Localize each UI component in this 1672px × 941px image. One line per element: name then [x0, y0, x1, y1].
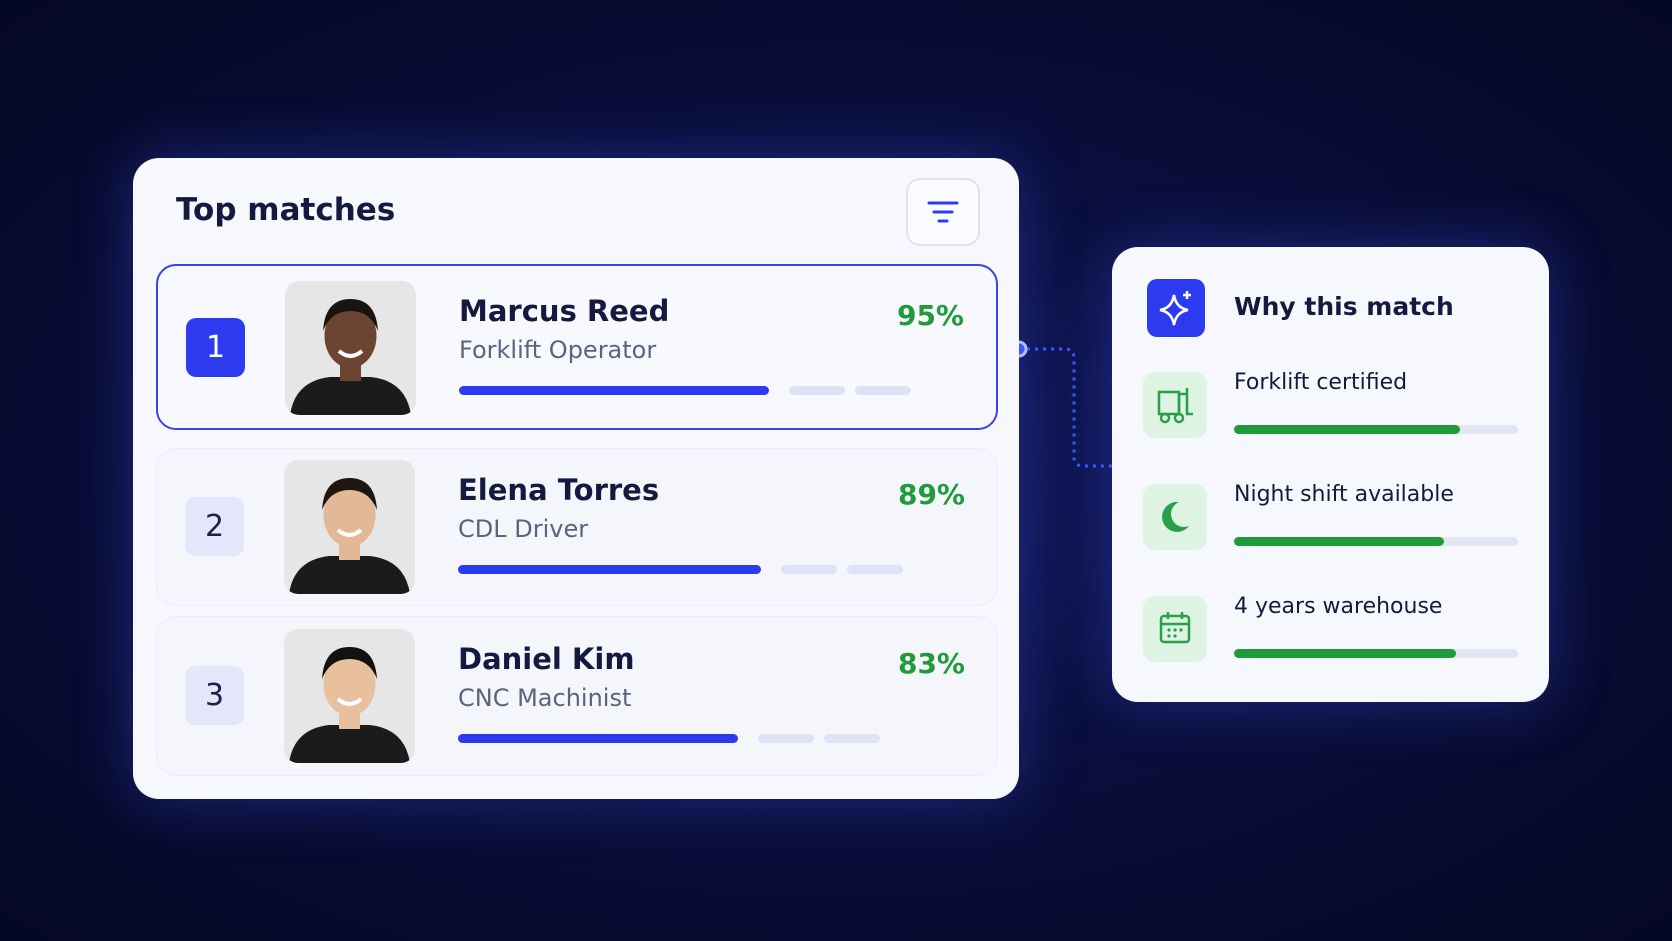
- candidate-name: Elena Torres: [458, 473, 660, 507]
- progress-bar: [458, 734, 738, 743]
- reason-label: 4 years warehouse: [1234, 594, 1443, 619]
- candidate-name: Marcus Reed: [459, 294, 670, 328]
- avatar: [284, 460, 415, 594]
- candidate-row[interactable]: 2 Elena Torres CDL Driver 89%: [156, 448, 998, 606]
- avatar: [285, 281, 416, 415]
- progress-bar: [847, 565, 903, 574]
- reason-label: Forklift certified: [1234, 370, 1408, 395]
- match-percent: 95%: [896, 299, 964, 332]
- matches-card: Top matches 1 Marcus Reed Forklift Operat…: [133, 158, 1019, 799]
- match-percent: 83%: [897, 647, 965, 680]
- reason-icon: [1143, 372, 1207, 438]
- progress-bar: [459, 386, 769, 395]
- panel-title: Why this match: [1234, 292, 1454, 321]
- candidate-row[interactable]: 1 Marcus Reed Forklift Operator 95%: [156, 264, 998, 430]
- reason-bar: [1234, 537, 1444, 546]
- candidate-role: Forklift Operator: [459, 336, 657, 364]
- reason-icon: [1143, 484, 1207, 550]
- reason-bar: [1234, 425, 1460, 434]
- reason-label: Night shift available: [1234, 482, 1454, 507]
- candidate-role: CDL Driver: [458, 515, 589, 543]
- candidate-role: CNC Machinist: [458, 684, 632, 712]
- progress-bar: [855, 386, 911, 395]
- candidate-row[interactable]: 3 Daniel Kim CNC Machinist 83%: [156, 616, 998, 776]
- progress-bar: [758, 734, 814, 743]
- progress-bar: [458, 565, 761, 574]
- rank-badge: 3: [185, 666, 244, 725]
- progress-bar: [789, 386, 845, 395]
- filter-button[interactable]: [906, 178, 980, 246]
- avatar: [284, 629, 415, 763]
- reason-icon: [1143, 596, 1207, 662]
- card-title: Top matches: [176, 192, 396, 228]
- candidate-name: Daniel Kim: [458, 642, 635, 676]
- progress-bar: [824, 734, 880, 743]
- rank-badge: 2: [185, 497, 244, 556]
- sparkle-icon: [1147, 279, 1205, 337]
- reason-card: Why this match Forklift certified Night s…: [1112, 247, 1549, 702]
- progress-bar: [781, 565, 837, 574]
- match-percent: 89%: [897, 478, 965, 511]
- reason-bar: [1234, 649, 1456, 658]
- rank-badge: 1: [186, 318, 245, 377]
